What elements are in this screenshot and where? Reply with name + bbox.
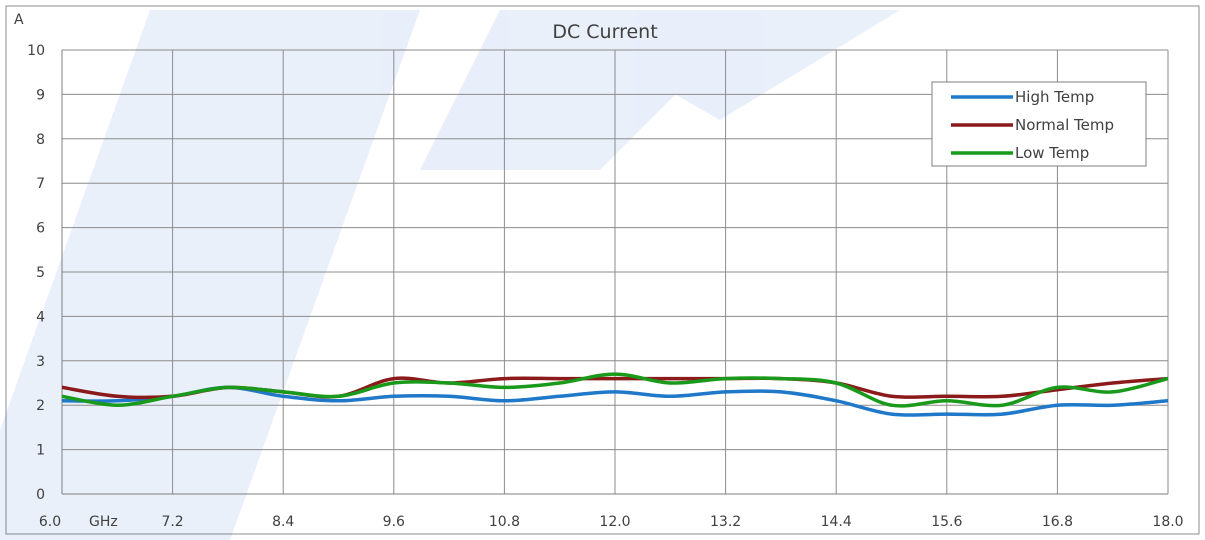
data-point-normal-temp xyxy=(62,385,64,389)
axes xyxy=(61,50,1168,495)
y-tick-label: 6 xyxy=(36,221,45,237)
data-point-normal-temp xyxy=(558,377,562,381)
data-point-high-temp xyxy=(834,399,838,403)
data-point-normal-temp xyxy=(1111,381,1115,385)
data-point-high-temp xyxy=(889,412,894,416)
data-point-low-temp xyxy=(668,381,672,385)
data-point-low-temp xyxy=(392,381,396,385)
x-tick-label: 9.6 xyxy=(383,514,405,530)
data-point-low-temp xyxy=(336,394,341,398)
data-point-low-temp xyxy=(779,377,783,381)
grid-lines xyxy=(62,49,1169,494)
x-axis-unit-label: GHz xyxy=(89,514,118,530)
data-point-low-temp xyxy=(447,381,451,385)
y-tick-label: 10 xyxy=(27,43,45,59)
data-point-high-temp xyxy=(945,412,949,416)
data-point-normal-temp xyxy=(613,377,617,381)
data-point-high-temp xyxy=(502,399,506,403)
data-point-low-temp xyxy=(226,385,230,389)
data-point-high-temp xyxy=(1111,403,1115,407)
data-point-low-temp xyxy=(889,403,894,407)
data-point-high-temp xyxy=(62,399,64,403)
data-point-low-temp xyxy=(834,381,838,385)
tick-labels: 0 1 2 3 4 5 6 7 8 9 10 6.0 7.2 8.4 9.6 10.8 12.0 13.2 14.4… xyxy=(27,43,1183,530)
data-point-normal-temp xyxy=(945,394,949,398)
data-point-high-temp xyxy=(558,394,562,398)
data-point-normal-temp xyxy=(889,394,894,398)
data-point-high-temp xyxy=(1055,403,1059,407)
x-tick-label: 18.0 xyxy=(1152,514,1183,530)
data-point-low-temp xyxy=(1000,403,1004,407)
data-point-high-temp xyxy=(779,390,783,394)
y-axis-unit-label: A xyxy=(14,12,24,28)
x-tick-label: 16.8 xyxy=(1042,514,1073,530)
data-point-high-temp xyxy=(724,390,728,394)
data-point-low-temp xyxy=(1055,385,1059,389)
data-point-normal-temp xyxy=(668,377,672,381)
data-point-high-temp xyxy=(115,399,119,403)
data-point-low-temp xyxy=(558,381,562,385)
x-tick-label: 12.0 xyxy=(599,514,630,530)
x-tick-label: 13.2 xyxy=(710,514,741,530)
data-point-low-temp xyxy=(281,390,285,394)
legend-label-low-temp: Low Temp xyxy=(1015,144,1089,162)
data-point-high-temp xyxy=(1000,412,1004,416)
x-tick-label: 7.2 xyxy=(161,514,183,530)
y-tick-label: 0 xyxy=(36,487,45,503)
data-point-low-temp xyxy=(115,403,119,407)
x-tick-label: 10.8 xyxy=(489,514,520,530)
data-point-high-temp xyxy=(1166,399,1168,403)
x-tick-label: 6.0 xyxy=(39,514,61,530)
data-point-low-temp xyxy=(613,372,617,376)
data-point-high-temp xyxy=(336,399,341,403)
data-point-low-temp xyxy=(724,377,728,381)
y-tick-label: 7 xyxy=(36,176,45,192)
data-point-normal-temp xyxy=(502,377,506,381)
data-point-low-temp xyxy=(1111,390,1115,394)
data-point-high-temp xyxy=(668,394,672,398)
data-point-normal-temp xyxy=(392,377,396,381)
data-point-normal-temp xyxy=(115,394,119,398)
data-point-high-temp xyxy=(281,394,285,398)
data-point-normal-temp xyxy=(1000,394,1004,398)
series-layer xyxy=(62,372,1168,417)
y-tick-label: 2 xyxy=(36,398,45,414)
y-tick-label: 8 xyxy=(36,132,45,148)
y-tick-label: 5 xyxy=(36,265,45,281)
y-tick-label: 3 xyxy=(36,354,45,370)
data-point-high-temp xyxy=(447,394,451,398)
data-point-high-temp xyxy=(613,390,617,394)
y-tick-label: 4 xyxy=(36,309,45,325)
data-point-low-temp xyxy=(62,394,64,398)
data-point-low-temp xyxy=(502,385,506,389)
data-point-low-temp xyxy=(171,394,175,398)
chart-title: DC Current xyxy=(552,21,657,43)
x-tick-label: 14.4 xyxy=(821,514,852,530)
legend-label-high-temp: High Temp xyxy=(1015,88,1094,106)
legend-label-normal-temp: Normal Temp xyxy=(1015,116,1114,134)
y-tick-label: 1 xyxy=(36,443,45,459)
y-tick-label: 9 xyxy=(36,87,45,103)
data-point-high-temp xyxy=(392,394,396,398)
legend: High Temp Normal Temp Low Temp xyxy=(931,81,1147,167)
data-point-low-temp xyxy=(945,399,949,403)
x-tick-label: 8.4 xyxy=(272,514,294,530)
data-point-low-temp xyxy=(1166,377,1168,381)
x-tick-label: 15.6 xyxy=(931,514,962,530)
